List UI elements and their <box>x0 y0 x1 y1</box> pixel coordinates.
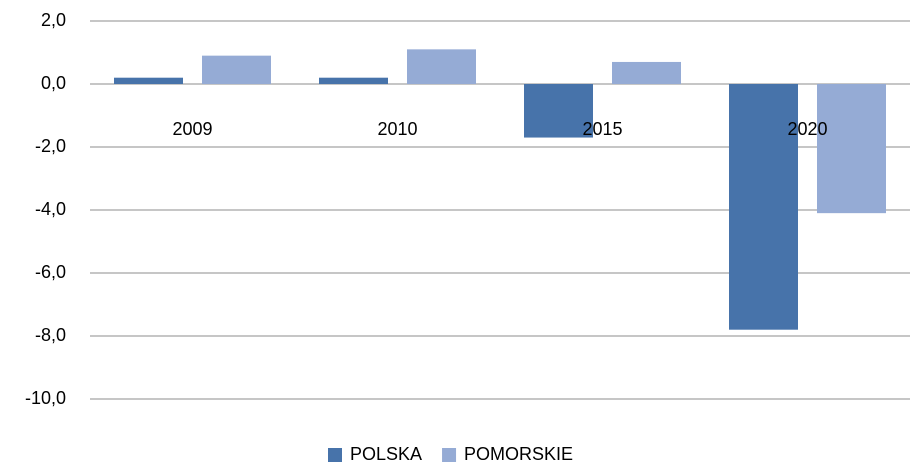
legend-label: POLSKA <box>350 444 422 464</box>
bar <box>114 77 183 84</box>
y-tick-label: -2,0 <box>35 136 66 156</box>
legend-swatch <box>328 448 342 462</box>
x-tick-label: 2015 <box>582 119 622 139</box>
bar <box>202 55 271 84</box>
bar <box>319 77 388 84</box>
y-tick-label: -10,0 <box>25 388 66 408</box>
bar <box>407 49 476 84</box>
legend-swatch <box>442 448 457 462</box>
legend-label: POMORSKIE <box>464 444 573 464</box>
bar <box>817 84 886 214</box>
y-tick-label: 0,0 <box>41 73 66 93</box>
y-tick-label: -6,0 <box>35 262 66 282</box>
bar <box>729 84 798 330</box>
y-tick-label: 2,0 <box>41 10 66 30</box>
x-tick-label: 2010 <box>377 119 417 139</box>
bar <box>524 84 593 138</box>
x-tick-label: 2020 <box>787 119 827 139</box>
y-tick-label: -8,0 <box>35 325 66 345</box>
y-tick-label: -4,0 <box>35 199 66 219</box>
x-tick-label: 2009 <box>172 119 212 139</box>
bar <box>612 61 681 84</box>
